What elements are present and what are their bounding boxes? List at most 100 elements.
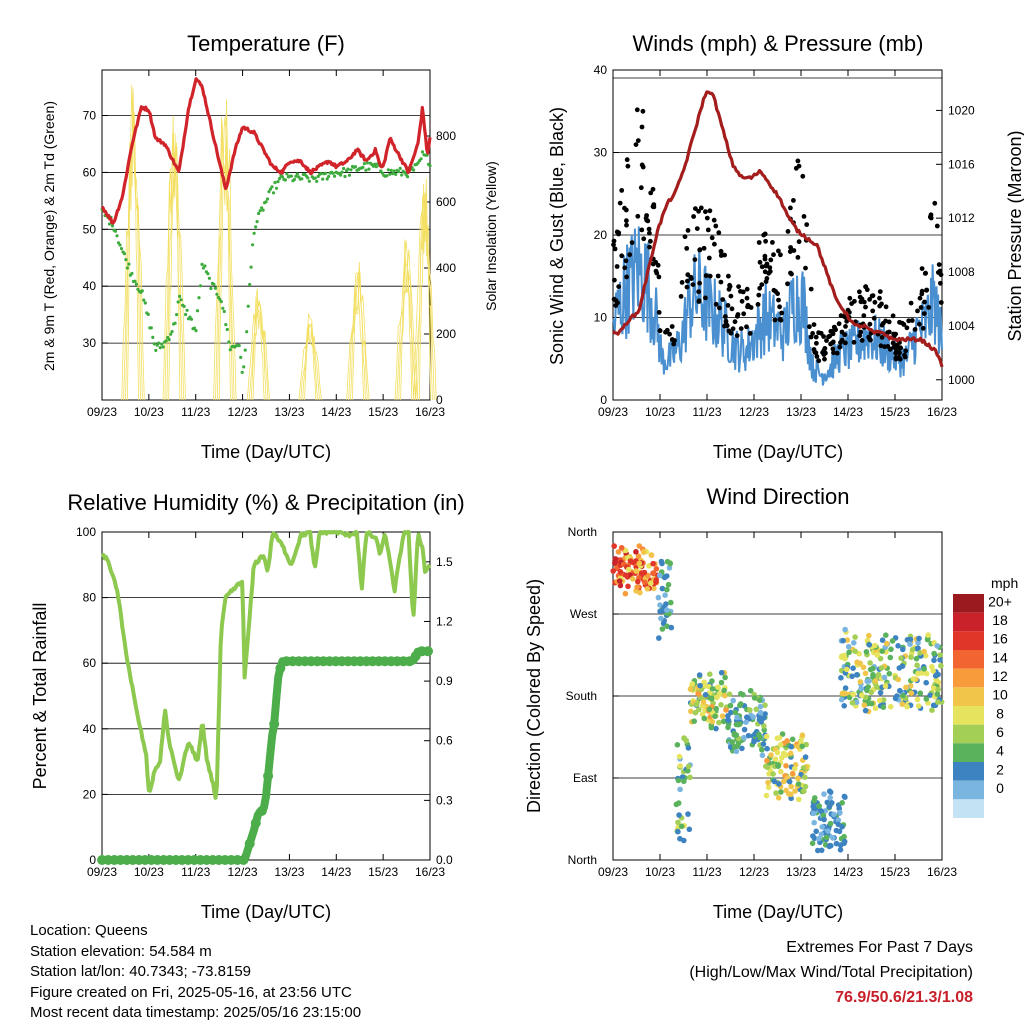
gust-point (685, 228, 691, 233)
gust-point (617, 200, 623, 206)
dewpoint-point (185, 308, 189, 312)
direction-point (842, 685, 849, 691)
y-tick-right-label: 0.3 (436, 793, 453, 807)
direction-point (931, 657, 937, 664)
gust-point (808, 286, 814, 292)
direction-point (737, 721, 743, 727)
gust-point (870, 293, 876, 298)
gust-point (767, 269, 773, 274)
direction-point (650, 570, 657, 576)
insolation-line (127, 88, 139, 401)
direction-point (712, 713, 718, 720)
direction-point (673, 801, 680, 808)
gust-point (867, 321, 873, 327)
y-tick-right-label: 400 (436, 261, 456, 275)
dewpoint-point (342, 166, 346, 171)
dewpoint-point (133, 279, 137, 283)
direction-point (650, 560, 656, 567)
gust-point (824, 338, 829, 343)
temperature-line (100, 77, 432, 225)
gust-point (612, 246, 618, 252)
direction-point (713, 725, 719, 732)
dewpoint-point (107, 222, 112, 226)
gust-point (679, 280, 685, 285)
direction-point (849, 700, 856, 706)
direction-panel: Wind Direction Direction (Colored By Spe… (524, 484, 1018, 922)
gust-point (729, 306, 735, 312)
direction-point (763, 792, 770, 799)
gust-point (730, 326, 736, 332)
direction-point (641, 569, 648, 576)
gust-point (684, 284, 690, 290)
gust-point (762, 269, 768, 275)
direction-point (707, 671, 713, 677)
direction-point (723, 707, 729, 713)
y-tick-right-label: 600 (436, 195, 456, 209)
direction-point (681, 778, 687, 785)
gust-point (697, 247, 703, 253)
direction-point (849, 673, 855, 680)
y-tick-label: 20 (594, 228, 608, 242)
direction-point (623, 572, 629, 579)
gust-point (795, 158, 801, 164)
gust-point (744, 295, 750, 301)
legend-swatch (953, 743, 984, 762)
direction-point (837, 847, 844, 853)
recent-timestamp-text: Most recent data timestamp: 2025/05/16 2… (30, 1004, 362, 1021)
direction-point (725, 713, 731, 719)
direction-point (612, 556, 619, 562)
x-tick-label: 13/23 (274, 405, 304, 419)
legend-swatch (953, 668, 984, 688)
gust-point (814, 340, 819, 346)
gust-point (831, 350, 836, 356)
direction-point (903, 684, 909, 691)
gust-point (771, 252, 776, 258)
direction-point (659, 585, 666, 592)
direction-point (789, 770, 796, 777)
dewpoint-point (164, 339, 168, 343)
gust-point (641, 236, 647, 242)
gust-point (901, 322, 907, 327)
direction-point (887, 703, 894, 710)
gust-point (830, 346, 836, 352)
direction-point (810, 803, 816, 810)
direction-tick-label: North (568, 853, 597, 867)
dewpoint-point (227, 340, 231, 344)
gust-point (890, 313, 896, 319)
direction-point (795, 781, 802, 787)
gust-point (694, 226, 700, 232)
direction-point (727, 702, 734, 709)
direction-point (844, 637, 851, 643)
direction-point (776, 735, 783, 741)
legend-swatch (953, 612, 984, 632)
gust-point (909, 318, 915, 323)
legend-label: 6 (996, 724, 1004, 740)
insolation-line (304, 322, 317, 401)
gust-point (920, 325, 926, 331)
direction-point (819, 824, 825, 830)
direction-point (709, 686, 716, 692)
direction-point (895, 676, 902, 683)
direction-point (625, 566, 632, 573)
direction-point (907, 636, 914, 643)
y-tick-label: 10 (594, 311, 608, 325)
gust-point (932, 200, 938, 206)
plot-frame (101, 531, 431, 861)
direction-point (762, 702, 768, 708)
direction-point (838, 675, 844, 681)
dewpoint-point (340, 170, 344, 174)
direction-point (648, 552, 655, 558)
direction-point (921, 666, 927, 672)
extremes-subtitle: (High/Low/Max Wind/Total Precipitation) (689, 964, 973, 981)
insolation-line (350, 269, 366, 401)
direction-point (821, 816, 827, 823)
gust-point (740, 289, 746, 295)
direction-point (868, 689, 875, 696)
direction-point (818, 831, 825, 837)
winds-ylabel-left: Sonic Wind & Gust (Blue, Black) (547, 107, 567, 365)
gust-point (707, 273, 713, 279)
direction-point (833, 840, 840, 847)
direction-point (787, 750, 794, 757)
winds-ylabel-right: Station Pressure (Maroon) (1005, 130, 1024, 341)
gust-point (696, 298, 702, 304)
